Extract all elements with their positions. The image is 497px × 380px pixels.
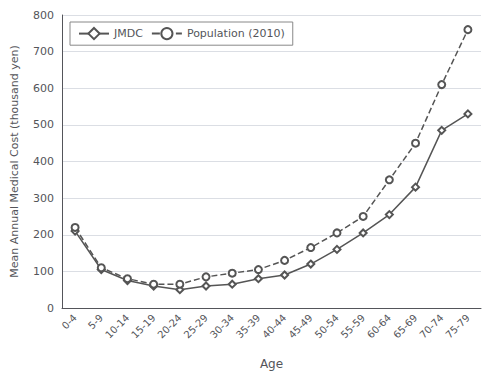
svg-text:400: 400 xyxy=(33,155,54,168)
svg-text:100: 100 xyxy=(33,265,54,278)
svg-text:50-54: 50-54 xyxy=(313,312,341,340)
svg-text:500: 500 xyxy=(33,118,54,131)
svg-text:75-79: 75-79 xyxy=(444,312,472,340)
svg-text:15-19: 15-19 xyxy=(129,312,157,340)
svg-text:600: 600 xyxy=(33,82,54,95)
svg-text:200: 200 xyxy=(33,228,54,241)
svg-text:55-59: 55-59 xyxy=(339,312,367,340)
svg-text:65-69: 65-69 xyxy=(391,312,419,340)
svg-text:20-24: 20-24 xyxy=(155,312,183,340)
svg-text:300: 300 xyxy=(33,192,54,205)
svg-text:Population (2010): Population (2010) xyxy=(187,27,285,40)
svg-text:40-44: 40-44 xyxy=(260,312,288,340)
svg-text:0-4: 0-4 xyxy=(60,312,79,331)
svg-text:70-74: 70-74 xyxy=(417,312,445,340)
svg-text:30-34: 30-34 xyxy=(208,312,236,340)
svg-text:Age: Age xyxy=(260,357,283,371)
svg-text:60-64: 60-64 xyxy=(365,312,393,340)
svg-text:JMDC: JMDC xyxy=(113,27,143,40)
svg-text:Mean Annual Medical Cost (thou: Mean Annual Medical Cost (thousand yen) xyxy=(8,45,21,278)
svg-text:35-39: 35-39 xyxy=(234,312,262,340)
svg-text:25-29: 25-29 xyxy=(182,312,210,340)
svg-text:700: 700 xyxy=(33,45,54,58)
svg-text:5-9: 5-9 xyxy=(86,312,105,331)
svg-text:0: 0 xyxy=(47,302,54,315)
svg-text:800: 800 xyxy=(33,9,54,22)
svg-text:45-49: 45-49 xyxy=(286,312,314,340)
svg-text:10-14: 10-14 xyxy=(103,312,131,340)
